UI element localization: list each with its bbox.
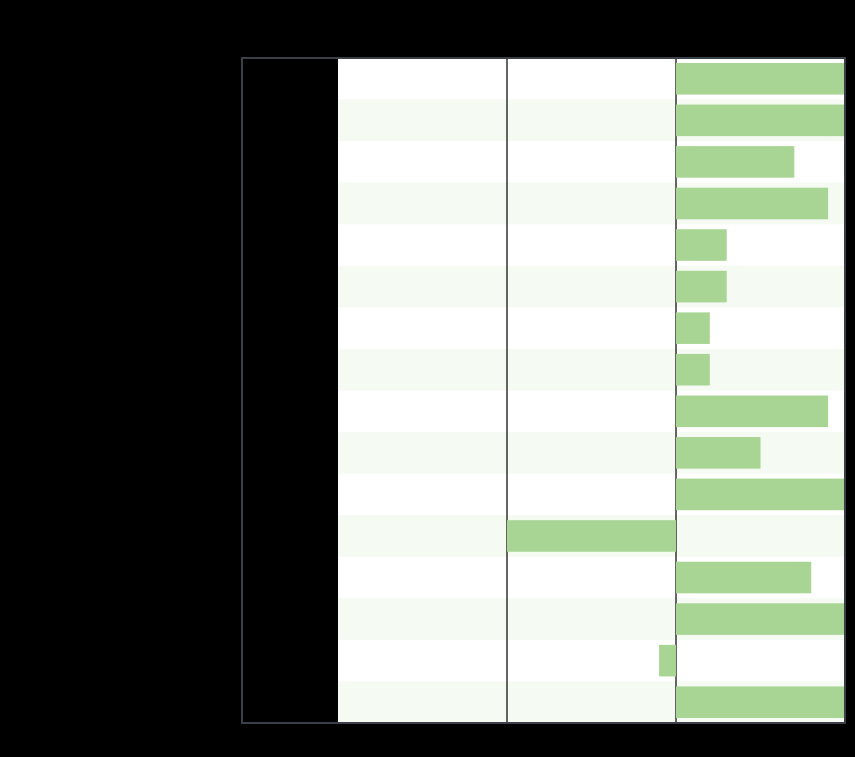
bar xyxy=(676,353,710,386)
bar xyxy=(676,561,812,594)
row-band xyxy=(338,265,845,308)
bar xyxy=(676,686,845,719)
bars xyxy=(507,62,845,719)
bar xyxy=(659,644,676,677)
bar xyxy=(676,478,845,511)
bar xyxy=(676,104,845,137)
plot-border xyxy=(241,57,846,724)
row-band xyxy=(338,432,845,474)
bar xyxy=(676,312,710,344)
bar xyxy=(507,520,676,552)
bar xyxy=(676,437,761,469)
row-band xyxy=(338,348,845,391)
bar xyxy=(676,270,727,303)
bar xyxy=(676,146,795,178)
label-strip xyxy=(242,58,338,723)
bar xyxy=(676,603,845,635)
bar xyxy=(676,62,845,95)
bar xyxy=(676,229,727,261)
bar xyxy=(676,187,829,220)
bar xyxy=(676,395,829,428)
plot-frame xyxy=(241,57,846,724)
